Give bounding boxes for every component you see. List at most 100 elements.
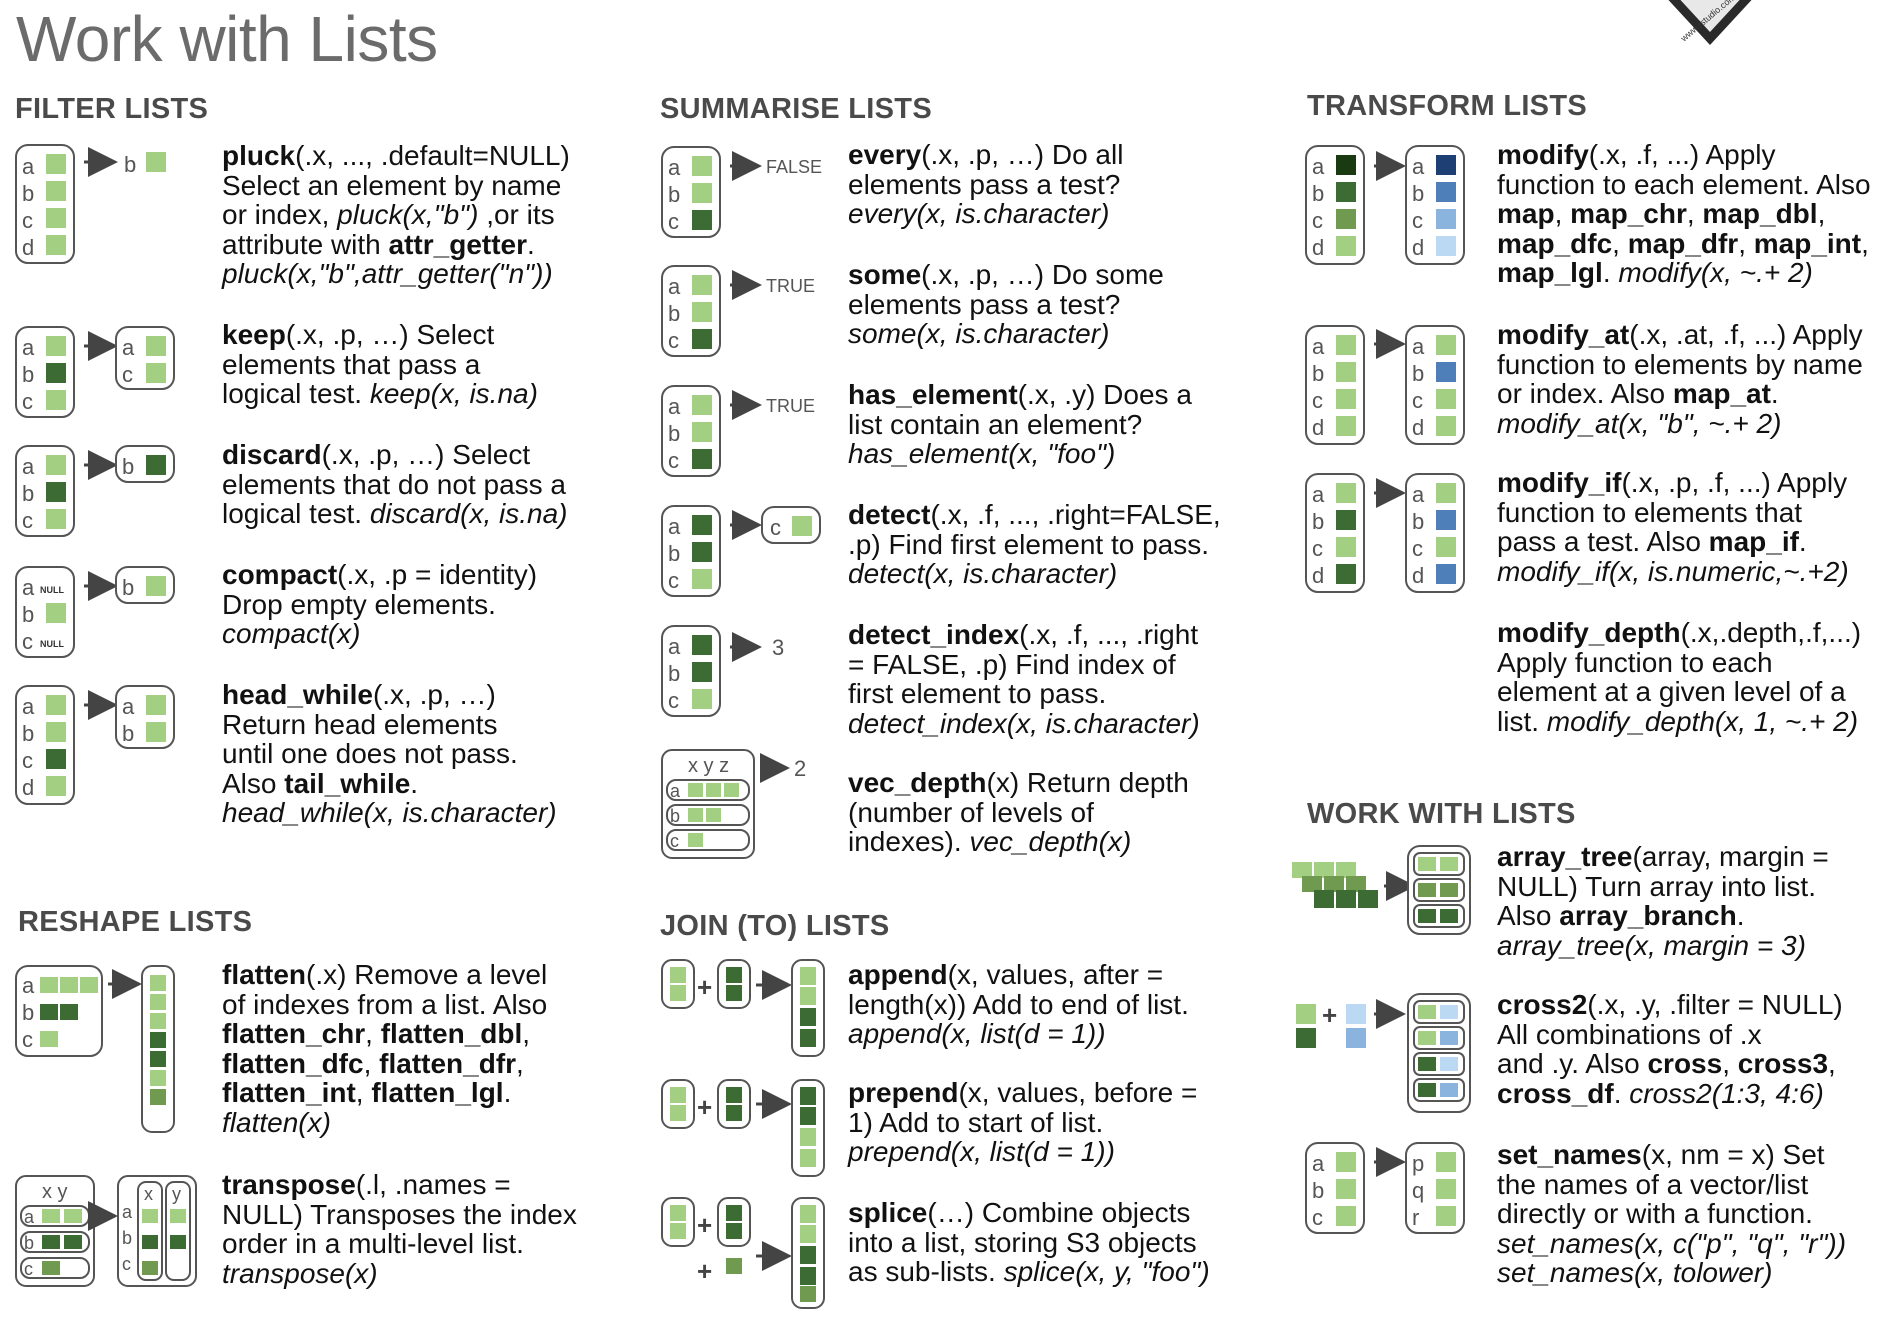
discard-diagram: a b c b: [15, 445, 175, 537]
function-name: cross2: [1497, 989, 1588, 1020]
has-element-diagram: a b c TRUE: [661, 385, 815, 477]
example: flatten(x): [222, 1106, 331, 1138]
reshape-lists-heading: RESHAPE LISTS: [18, 906, 253, 938]
set-names-diagram: a b c p q r: [1305, 1142, 1465, 1234]
svg-text:c: c: [1312, 1205, 1323, 1230]
set-names-entry: set_names(x, nm = x) Set the names of a …: [1497, 1139, 1847, 1288]
flatten-diagram: a b c: [15, 965, 175, 1133]
svg-text:c: c: [670, 831, 679, 851]
svg-text:a: a: [122, 335, 135, 360]
array-tree-entry: array_tree(array, margin = NULL) Turn ar…: [1497, 841, 1829, 961]
hex-logo: www.rstudio.com: [1668, 0, 1752, 45]
every-entry: every(.x, .p, …) Do all elements pass a …: [848, 139, 1124, 229]
example: splice(x, y, "foo"): [1003, 1256, 1210, 1287]
svg-text:a: a: [22, 973, 35, 998]
modify-at-diagram: a b c d a b c d: [1305, 325, 1465, 445]
svg-text:+: +: [697, 1092, 712, 1122]
cross2-diagram: +: [1296, 993, 1471, 1113]
array-tree-diagram: [1292, 845, 1471, 935]
example: set_names(x, tolower): [1497, 1257, 1773, 1288]
example: has_element(x, "foo"): [848, 438, 1116, 469]
svg-text:b: b: [1412, 181, 1424, 206]
example: modify(x, ~.+ 2): [1618, 257, 1813, 288]
svg-text:b: b: [24, 1233, 34, 1253]
function-name: modify_depth: [1497, 617, 1681, 648]
summarise-lists-heading: SUMMARISE LISTS: [660, 93, 932, 125]
function-name: discard: [222, 439, 322, 470]
svg-text:c: c: [1412, 388, 1423, 413]
svg-text:+: +: [1322, 1000, 1337, 1030]
svg-text:c: c: [1312, 536, 1323, 561]
flatten-entry: flatten(.x) Remove a level of indexes fr…: [222, 959, 548, 1138]
svg-text:b: b: [122, 721, 134, 746]
svg-text:b: b: [122, 454, 134, 479]
svg-text:r: r: [1412, 1205, 1419, 1230]
svg-text:b: b: [22, 181, 34, 206]
svg-text:c: c: [1412, 208, 1423, 233]
svg-text:+: +: [697, 972, 712, 1002]
svg-text:y: y: [172, 1184, 181, 1204]
svg-text:c: c: [668, 448, 679, 473]
example: cross2(1:3, 4:6): [1629, 1077, 1824, 1109]
svg-text:d: d: [22, 235, 34, 260]
svg-text:b: b: [1312, 509, 1324, 534]
function-name: head_while: [222, 679, 373, 710]
modify-if-entry: modify_if(.x, .p, .f, ...) Apply functio…: [1497, 467, 1849, 587]
svg-text:a: a: [1412, 334, 1425, 359]
join-lists-heading: JOIN (TO) LISTS: [660, 910, 890, 942]
svg-text:c: c: [1312, 208, 1323, 233]
svg-text:b: b: [670, 806, 680, 826]
svg-text:b: b: [22, 721, 34, 746]
svg-text:c: c: [22, 208, 33, 233]
example: modify_depth(x, 1, ~.+ 2): [1546, 705, 1859, 737]
svg-text:b: b: [668, 182, 680, 207]
svg-text:a: a: [668, 394, 681, 419]
svg-text:d: d: [1312, 235, 1324, 260]
svg-text:b: b: [1412, 361, 1424, 386]
compact-diagram: a NULL b c NULL b: [15, 566, 175, 658]
example: modify_at(x, "b", ~.+ 2): [1497, 407, 1782, 439]
example: modify_if(x, is.numeric,~.+2): [1497, 555, 1849, 587]
svg-text:p: p: [1412, 1151, 1424, 1176]
svg-text:d: d: [1412, 563, 1424, 588]
some-diagram: a b c TRUE: [661, 265, 815, 357]
svg-text:b: b: [1312, 181, 1324, 206]
modify-entry: modify(.x, .f, ...) Apply function to ea…: [1497, 139, 1871, 288]
svg-text:b: b: [22, 362, 34, 387]
pluck-diagram: a b c d b: [15, 144, 166, 264]
svg-text:c: c: [122, 1254, 131, 1274]
vec-depth-entry: vec_depth(x) Return depth (number of lev…: [848, 767, 1189, 857]
cross2-entry: cross2(.x, .y, .filter = NULL) All combi…: [1497, 989, 1843, 1109]
filter-lists-heading: FILTER LISTS: [15, 93, 209, 125]
svg-text:a: a: [668, 514, 681, 539]
example: transpose(x): [222, 1257, 378, 1289]
svg-text:a: a: [1412, 154, 1425, 179]
svg-text:a: a: [22, 154, 35, 179]
svg-text:c: c: [24, 1259, 33, 1279]
modify-at-entry: modify_at(.x, .at, .f, ...) Apply functi…: [1497, 319, 1863, 439]
function-name: modify: [1497, 139, 1589, 170]
detect-diagram: a b c c: [661, 505, 821, 597]
example: some(x, is.character): [848, 318, 1110, 349]
modify-if-diagram: a b c d a b c d: [1305, 473, 1465, 593]
example: keep(x, is.na): [369, 378, 538, 409]
svg-text:c: c: [668, 688, 679, 713]
example: append(x, list(d = 1)): [848, 1018, 1106, 1049]
every-diagram: a b c FALSE: [661, 146, 822, 238]
svg-text:x y: x y: [42, 1181, 68, 1203]
function-name: prepend: [848, 1077, 959, 1108]
function-name: array_tree: [1497, 841, 1633, 872]
example: detect_index(x, is.character): [848, 707, 1200, 739]
svg-text:x: x: [144, 1184, 153, 1204]
head-while-diagram: a b c d a b: [15, 685, 175, 805]
svg-text:c: c: [1412, 536, 1423, 561]
example: every(x, is.character): [848, 198, 1110, 229]
svg-text:b: b: [1312, 361, 1324, 386]
svg-text:d: d: [1312, 415, 1324, 440]
example: compact(x): [222, 618, 361, 649]
transpose-diagram: x y a b c a b c x y: [15, 1175, 197, 1287]
has-element-entry: has_element(.x, .y) Does a list contain …: [848, 379, 1192, 469]
page-title: Work with Lists: [16, 3, 438, 75]
svg-text:c: c: [668, 568, 679, 593]
detect-entry: detect(.x, .f, ..., .right=FALSE, .p) Fi…: [848, 499, 1221, 589]
